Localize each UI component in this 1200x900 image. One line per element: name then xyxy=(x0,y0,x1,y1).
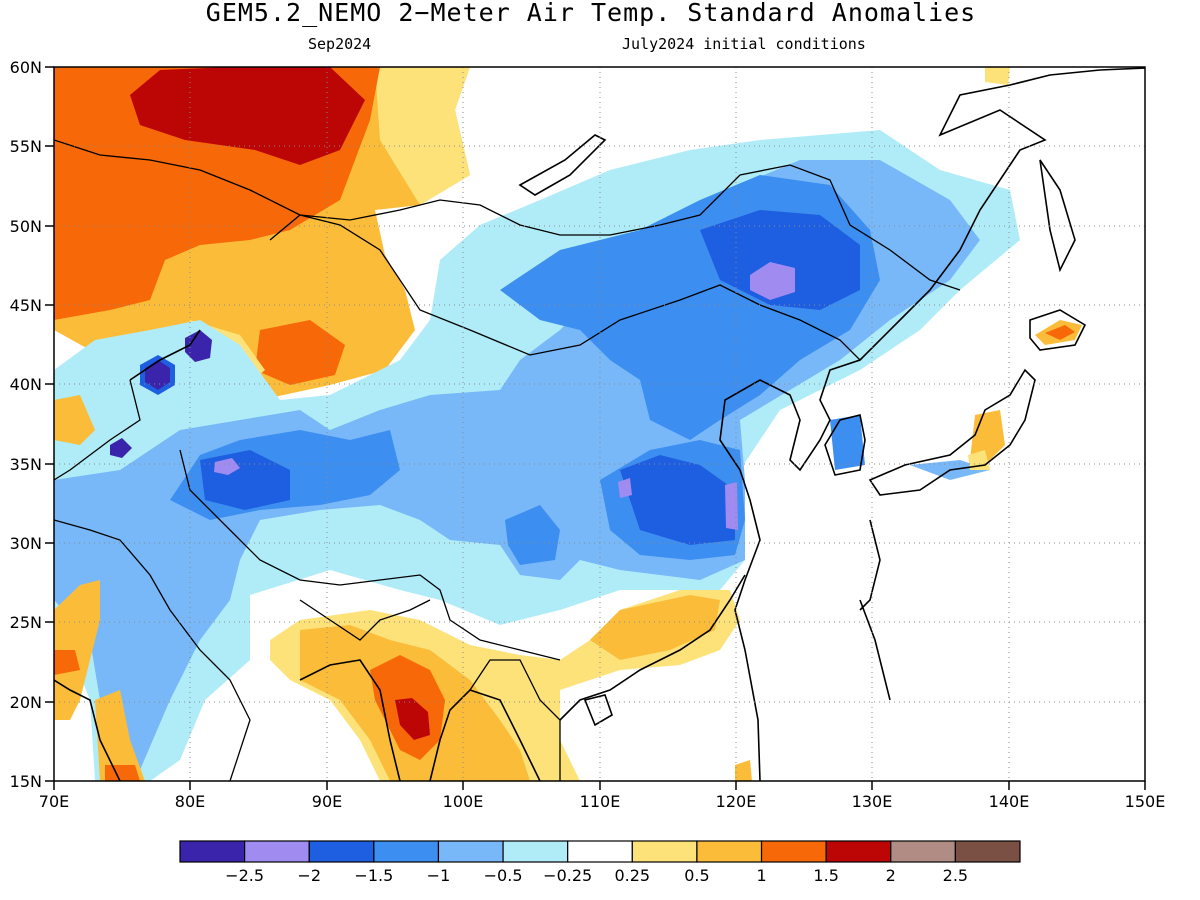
legend-label: −1.5 xyxy=(354,866,393,885)
lon-tick-label: 80E xyxy=(175,792,205,811)
lon-tick-label: 140E xyxy=(989,792,1030,811)
legend-swatch xyxy=(696,840,763,863)
legend-swatch xyxy=(244,840,310,863)
cold-extreme-mongolia xyxy=(750,262,795,300)
lat-tick-label: 35N xyxy=(10,455,42,474)
legend-swatch xyxy=(179,840,246,863)
lon-tick-label: 100E xyxy=(443,792,484,811)
warm-india-west xyxy=(54,580,100,720)
lat-tick-label: 40N xyxy=(10,375,42,394)
legend-label: −2 xyxy=(297,866,321,885)
legend-swatch xyxy=(502,840,569,863)
lon-tick-label: 110E xyxy=(580,792,621,811)
lat-tick-label: 15N xyxy=(10,772,42,791)
legend-label: 2 xyxy=(886,866,896,885)
lat-labels: 60N 55N 50N 45N 40N 35N 30N 25N 20N 15N xyxy=(10,58,42,791)
country-borders xyxy=(54,139,961,781)
legend-swatch xyxy=(567,840,633,863)
legend-label: 1.5 xyxy=(813,866,838,885)
hot-core-myanmar xyxy=(395,698,430,740)
warm-far-northeast xyxy=(985,67,1010,85)
legend-swatch xyxy=(437,840,504,863)
color-legend xyxy=(179,840,1021,863)
legend-labels: −2.5 −2 −1.5 −1 −0.5 −0.25 0.25 0.5 1 1.5 2 2.5 xyxy=(225,866,968,885)
legend-swatch xyxy=(308,840,375,863)
lon-tick-label: 130E xyxy=(852,792,893,811)
init-conditions: July2024 initial conditions xyxy=(622,35,866,53)
warm-india-southwest xyxy=(95,690,145,781)
cold-extreme-kyrgyz-b xyxy=(145,360,170,390)
cold-mid-sichuan xyxy=(505,505,560,565)
lat-tick-label: 50N xyxy=(10,217,42,236)
cold-extreme-kashmir xyxy=(110,438,132,458)
cold-extreme-tibet xyxy=(214,458,240,475)
warm-south-china xyxy=(590,595,720,660)
lon-tick-label: 120E xyxy=(716,792,757,811)
warm-patch-kazakh-south xyxy=(255,320,345,385)
lon-labels: 70E 80E 90E 100E 110E 120E 130E 140E 150… xyxy=(39,792,1166,811)
lat-tick-label: 30N xyxy=(10,534,42,553)
lon-tick-label: 70E xyxy=(39,792,69,811)
lat-tick-label: 45N xyxy=(10,296,42,315)
anomaly-field xyxy=(54,67,1145,781)
lon-tick-label: 90E xyxy=(312,792,342,811)
cold-extreme-kyrgyz-c xyxy=(185,330,212,362)
hot-core-siberia xyxy=(130,67,365,165)
cold-extreme-korea xyxy=(830,415,865,470)
legend-label: 1 xyxy=(756,866,766,885)
legend-label: 0.25 xyxy=(614,866,650,885)
legend-label: −0.25 xyxy=(543,866,592,885)
lon-tick-label: 150E xyxy=(1125,792,1166,811)
warm-india-west-core xyxy=(54,650,80,675)
legend-label: −2.5 xyxy=(225,866,264,885)
legend-swatch xyxy=(825,840,892,863)
valid-month: Sep2024 xyxy=(308,35,372,53)
lat-tick-label: 20N xyxy=(10,693,42,712)
legend-label: −1 xyxy=(427,866,451,885)
warm-kazakh-west xyxy=(54,395,95,445)
lat-tick-label: 25N xyxy=(10,613,42,632)
legend-swatch xyxy=(890,840,956,863)
legend-swatch xyxy=(373,840,440,863)
warm-india-tip xyxy=(105,765,140,781)
lat-tick-label: 60N xyxy=(10,58,42,77)
cold-strong-mongolia xyxy=(700,210,860,310)
cold-extreme-east-china xyxy=(618,478,632,498)
legend-swatch xyxy=(631,840,698,863)
map-title: GEM5.2_NEMO 2−Meter Air Temp. Standard A… xyxy=(205,0,977,27)
warm-philippines xyxy=(735,760,752,781)
warm-light-northwest xyxy=(375,67,470,205)
cold-strong-east-china xyxy=(620,455,735,545)
warm-hokkaido-core xyxy=(1045,325,1075,340)
legend-label: −0.5 xyxy=(484,866,523,885)
lat-tick-label: 55N xyxy=(10,137,42,156)
cold-extreme-jiangsu xyxy=(725,482,738,530)
legend-swatch xyxy=(954,840,1021,863)
legend-label: 0.5 xyxy=(684,866,709,885)
graticule xyxy=(54,67,1145,781)
axis-ticks xyxy=(45,66,1146,790)
legend-swatch xyxy=(760,840,827,863)
legend-label: 2.5 xyxy=(943,866,968,885)
